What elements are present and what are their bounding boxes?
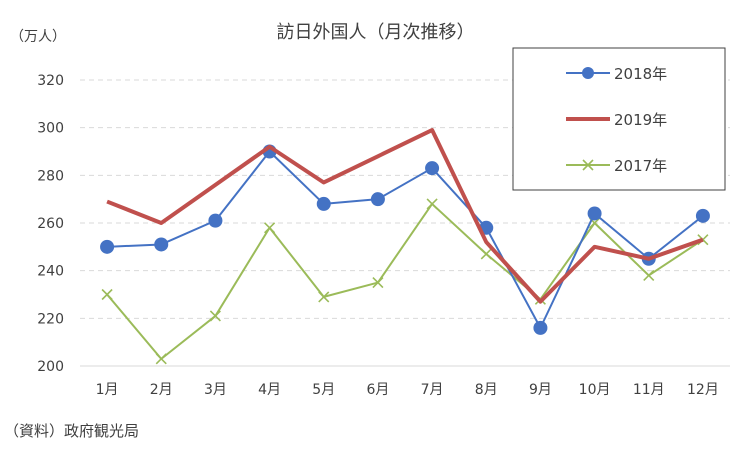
y-tick-label: 300 bbox=[37, 121, 64, 137]
legend-label: 2017年 bbox=[614, 157, 667, 175]
legend-item: 2017年 bbox=[566, 157, 667, 175]
x-axis-ticks: 1月 2月 3月 4月 5月 6月 7月 8月 9月 10月 11月 12月 bbox=[96, 382, 719, 398]
data-point bbox=[155, 353, 167, 365]
data-point bbox=[100, 239, 115, 254]
data-point bbox=[533, 320, 548, 335]
series-line-2019年 bbox=[106, 128, 704, 304]
data-point bbox=[587, 206, 602, 221]
series-line-2017年 bbox=[106, 202, 704, 360]
legend-marker bbox=[582, 159, 594, 171]
data-point bbox=[264, 222, 276, 234]
data-point bbox=[370, 192, 385, 207]
data-point bbox=[480, 248, 492, 260]
legend-item: 2019年 bbox=[566, 111, 667, 129]
source-note: （資料）政府観光局 bbox=[4, 422, 140, 440]
chart-title: 訪日外国人（月次推移） bbox=[276, 22, 475, 43]
data-point bbox=[154, 237, 169, 252]
x-tick-label: 3月 bbox=[204, 382, 227, 398]
data-point bbox=[643, 269, 655, 281]
legend-item: 2018年 bbox=[566, 65, 667, 83]
data-point bbox=[101, 288, 113, 301]
y-tick-label: 220 bbox=[37, 311, 64, 327]
series-line-2018年 bbox=[107, 150, 704, 329]
legend-box bbox=[512, 47, 726, 191]
data-point bbox=[372, 277, 384, 289]
y-axis-unit-label: （万人） bbox=[10, 29, 66, 45]
data-point bbox=[425, 161, 440, 176]
data-point bbox=[316, 196, 331, 211]
x-tick-label: 11月 bbox=[633, 382, 665, 398]
legend-label: 2019年 bbox=[614, 111, 667, 129]
x-tick-label: 12月 bbox=[687, 382, 719, 398]
x-tick-label: 2月 bbox=[150, 382, 173, 398]
data-point bbox=[695, 208, 710, 223]
data-point bbox=[426, 198, 438, 210]
y-tick-label: 320 bbox=[37, 73, 64, 89]
x-tick-label: 5月 bbox=[312, 382, 335, 398]
series-layer bbox=[100, 128, 710, 365]
data-point bbox=[209, 310, 221, 322]
y-tick-label: 280 bbox=[37, 168, 64, 184]
legend-marker bbox=[582, 67, 594, 79]
y-tick-label: 240 bbox=[37, 264, 64, 280]
x-tick-label: 6月 bbox=[366, 382, 389, 398]
x-tick-label: 4月 bbox=[258, 382, 281, 398]
legend-label: 2018年 bbox=[614, 65, 667, 83]
data-point bbox=[318, 291, 330, 303]
y-tick-label: 260 bbox=[37, 216, 64, 232]
x-tick-label: 7月 bbox=[421, 382, 444, 398]
x-tick-label: 9月 bbox=[529, 382, 552, 398]
y-axis-ticks: 200 220 240 260 280 300 320 bbox=[37, 73, 64, 375]
x-tick-label: 10月 bbox=[579, 382, 611, 398]
data-point bbox=[208, 213, 223, 228]
y-tick-label: 200 bbox=[37, 359, 64, 375]
legend: 2018年 2019年 2017年 bbox=[512, 47, 726, 191]
x-tick-label: 8月 bbox=[475, 382, 498, 398]
x-tick-label: 1月 bbox=[96, 382, 119, 398]
